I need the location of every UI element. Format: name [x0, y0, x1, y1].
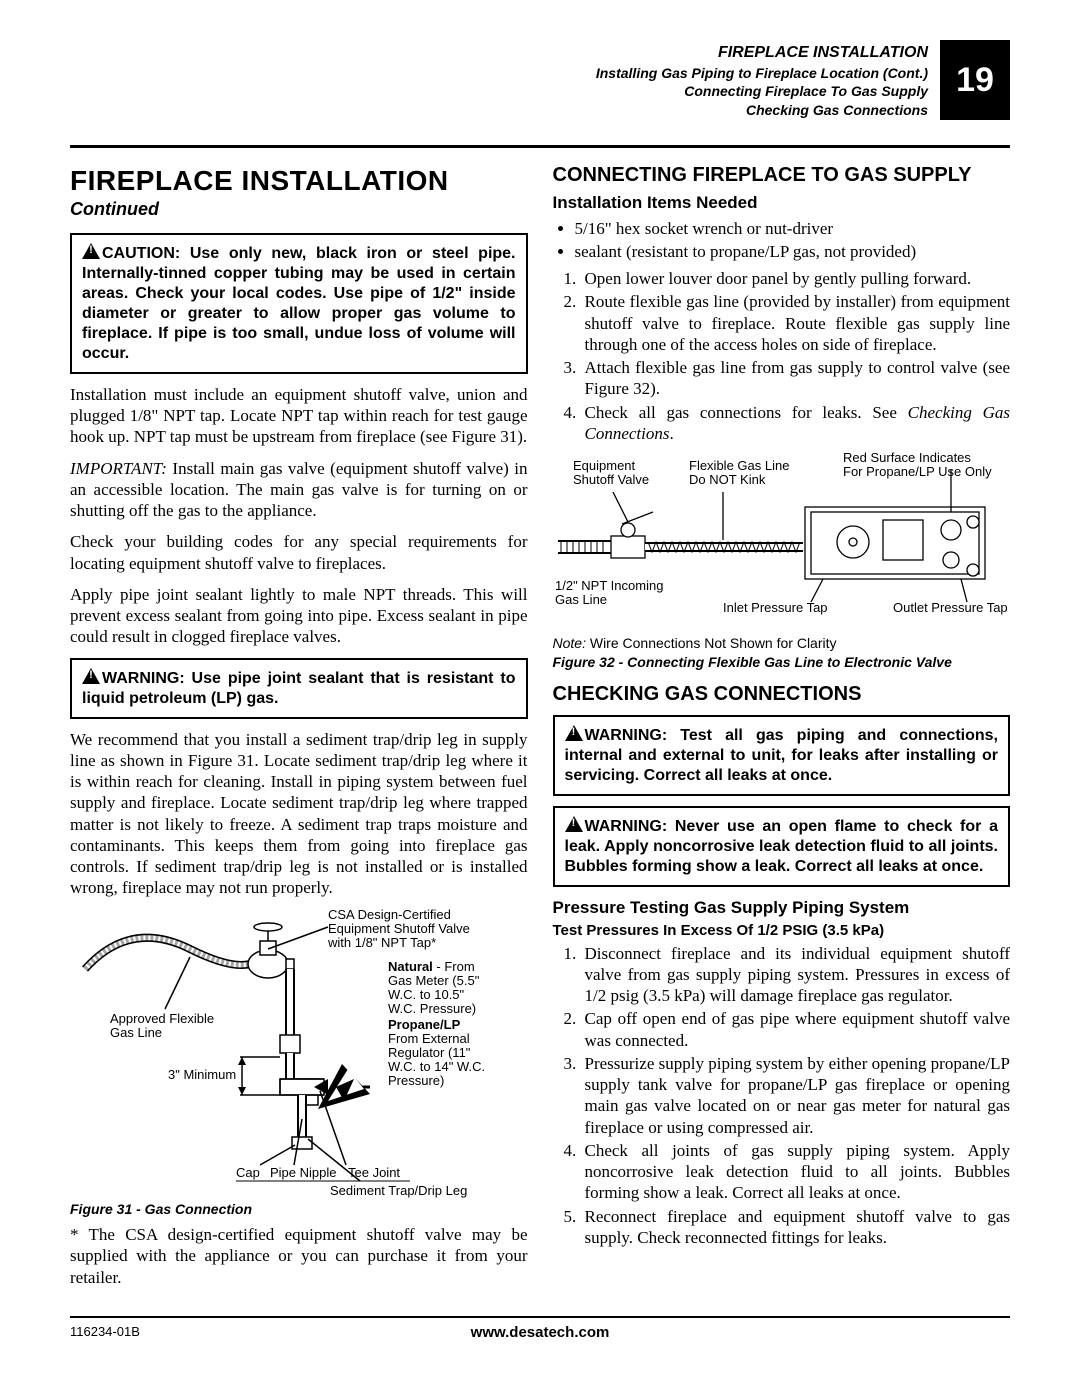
- fig31-label: W.C. to 14" W.C.: [388, 1059, 485, 1074]
- warning-box: WARNING: Test all gas piping and connect…: [553, 715, 1011, 796]
- figure-32-svg: Equipment Shutoff Valve Flexible Gas Lin…: [553, 452, 1013, 627]
- fig32-label: Inlet Pressure Tap: [723, 600, 828, 615]
- list-item: Cap off open end of gas pipe where equip…: [581, 1008, 1011, 1051]
- paragraph: Apply pipe joint sealant lightly to male…: [70, 584, 528, 648]
- section-heading: CONNECTING FIREPLACE TO GAS SUPPLY: [553, 163, 1011, 188]
- numbered-list: Disconnect fireplace and its individual …: [553, 943, 1011, 1249]
- fig31-label: Pressure): [388, 1073, 444, 1088]
- list-item: Check all gas connections for leaks. See…: [581, 402, 1011, 445]
- warning-text: WARNING: Test all gas piping and connect…: [565, 727, 999, 784]
- numbered-list: Open lower louver door panel by gently p…: [553, 268, 1011, 444]
- fig32-label: Gas Line: [555, 592, 607, 607]
- header-line-3: Connecting Fireplace To Gas Supply: [596, 82, 928, 101]
- fig32-label: Equipment: [573, 458, 636, 473]
- section-heading: CHECKING GAS CONNECTIONS: [553, 682, 1011, 707]
- caution-text: CAUTION: Use only new, black iron or ste…: [82, 245, 516, 362]
- note-text: Wire Connections Not Shown for Clarity: [586, 635, 837, 651]
- page-number: 19: [940, 40, 1010, 120]
- list-item: Open lower louver door panel by gently p…: [581, 268, 1011, 289]
- warning-icon: [82, 668, 100, 684]
- header-text: FIREPLACE INSTALLATION Installing Gas Pi…: [596, 40, 940, 120]
- footer-doc-id: 116234-01B: [70, 1324, 140, 1340]
- text: Check all gas connections for leaks. See: [585, 403, 908, 422]
- header-line-2: Installing Gas Piping to Fireplace Locat…: [596, 64, 928, 83]
- subsection-heading: Installation Items Needed: [553, 192, 1011, 213]
- fig31-label: Propane/LP: [388, 1017, 461, 1032]
- warning-text: WARNING: Never use an open flame to chec…: [565, 818, 999, 875]
- paragraph: * The CSA design-certified equipment shu…: [70, 1224, 528, 1288]
- subsection-heading: Pressure Testing Gas Supply Piping Syste…: [553, 897, 1011, 918]
- fig31-label: W.C. Pressure): [388, 1001, 476, 1016]
- figure-32: Equipment Shutoff Valve Flexible Gas Lin…: [553, 452, 1011, 652]
- fig31-label: Pipe Nipple: [270, 1165, 337, 1180]
- fig31-label: Gas Meter (5.5": [388, 973, 480, 988]
- list-item: Check all joints of gas supply piping sy…: [581, 1140, 1011, 1204]
- continued-label: Continued: [70, 198, 528, 221]
- caution-box: CAUTION: Use only new, black iron or ste…: [70, 233, 528, 374]
- right-column: CONNECTING FIREPLACE TO GAS SUPPLY Insta…: [553, 163, 1011, 1298]
- svg-text:Natural - From: Natural - From: [388, 959, 475, 974]
- footer: 116234-01B www.desatech.com: [70, 1316, 1010, 1340]
- fig31-label: Tee Joint: [348, 1165, 400, 1180]
- sub-subsection-heading: Test Pressures In Excess Of 1/2 PSIG (3.…: [553, 922, 1011, 941]
- warning-icon: [565, 725, 583, 741]
- fig32-label: For Propane/LP Use Only: [843, 464, 992, 479]
- fig31-label: 3" Minimum: [168, 1067, 236, 1082]
- fig31-label: Regulator (11": [388, 1045, 471, 1060]
- note-label: Note:: [553, 635, 586, 651]
- warning-box: WARNING: Use pipe joint sealant that is …: [70, 658, 528, 719]
- warning-box: WARNING: Never use an open flame to chec…: [553, 806, 1011, 887]
- fig31-label: Approved Flexible: [110, 1011, 214, 1026]
- list-item: sealant (resistant to propane/LP gas, no…: [575, 241, 1011, 262]
- header-rule: [70, 145, 1010, 148]
- fig31-label: with 1/8" NPT Tap*: [327, 935, 436, 950]
- important-label: IMPORTANT:: [70, 459, 167, 478]
- list-item: Reconnect fireplace and equipment shutof…: [581, 1206, 1011, 1249]
- figure-32-note: Note: Wire Connections Not Shown for Cla…: [553, 635, 1011, 652]
- warning-icon: [565, 816, 583, 832]
- figure-31-caption: Figure 31 - Gas Connection: [70, 1201, 528, 1219]
- warning-icon: [82, 243, 100, 259]
- list-item: Pressurize supply piping system by eithe…: [581, 1053, 1011, 1138]
- fig32-label: Flexible Gas Line: [689, 458, 789, 473]
- paragraph: IMPORTANT: Install main gas valve (equip…: [70, 458, 528, 522]
- list-item: Disconnect fireplace and its individual …: [581, 943, 1011, 1007]
- figure-31-svg: CSA Design-Certified Equipment Shutoff V…: [70, 909, 520, 1199]
- header-line-1: FIREPLACE INSTALLATION: [596, 42, 928, 64]
- left-column: FIREPLACE INSTALLATION Continued CAUTION…: [70, 163, 528, 1298]
- fig31-label: Gas Line: [110, 1025, 162, 1040]
- paragraph: Installation must include an equipment s…: [70, 384, 528, 448]
- fig31-label: - From: [433, 959, 475, 974]
- figure-32-caption: Figure 32 - Connecting Flexible Gas Line…: [553, 654, 1011, 672]
- page-header: FIREPLACE INSTALLATION Installing Gas Pi…: [70, 40, 1010, 120]
- warning-text: WARNING: Use pipe joint sealant that is …: [82, 670, 516, 707]
- two-column-layout: FIREPLACE INSTALLATION Continued CAUTION…: [70, 163, 1010, 1298]
- fig31-label: Natural: [388, 959, 433, 974]
- footer-url: www.desatech.com: [471, 1324, 610, 1343]
- paragraph: We recommend that you install a sediment…: [70, 729, 528, 899]
- fig32-label: 1/2" NPT Incoming: [555, 578, 663, 593]
- header-line-4: Checking Gas Connections: [596, 101, 928, 120]
- main-title: FIREPLACE INSTALLATION: [70, 163, 528, 198]
- list-item: Route flexible gas line (provided by ins…: [581, 291, 1011, 355]
- paragraph: Check your building codes for any specia…: [70, 531, 528, 574]
- fig31-label: Equipment Shutoff Valve: [328, 921, 470, 936]
- figure-31: CSA Design-Certified Equipment Shutoff V…: [70, 909, 528, 1199]
- fig32-label: Outlet Pressure Tap: [893, 600, 1008, 615]
- fig31-label: From External: [388, 1031, 470, 1046]
- bullet-list: 5/16" hex socket wrench or nut-driver se…: [553, 218, 1011, 263]
- fig32-label: Shutoff Valve: [573, 472, 649, 487]
- list-item: Attach flexible gas line from gas supply…: [581, 357, 1011, 400]
- fig32-label: Do NOT Kink: [689, 472, 766, 487]
- fig31-label: Cap: [236, 1165, 260, 1180]
- fig31-label: W.C. to 10.5": [388, 987, 465, 1002]
- list-item: 5/16" hex socket wrench or nut-driver: [575, 218, 1011, 239]
- fig31-label: Sediment Trap/Drip Leg: [330, 1183, 467, 1198]
